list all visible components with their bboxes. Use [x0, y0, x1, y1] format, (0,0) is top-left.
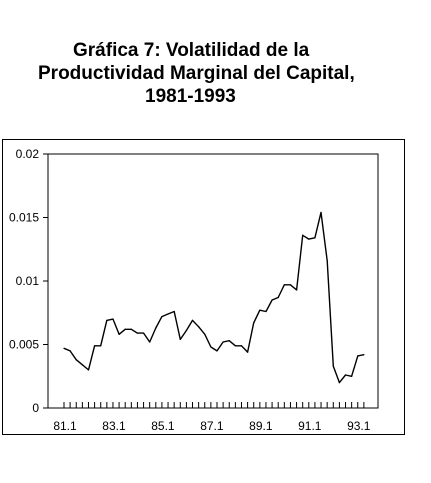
- x-tick-label: 87.1: [200, 419, 224, 433]
- data-point: [106, 319, 108, 321]
- x-tick-label: 81.1: [53, 419, 77, 433]
- data-point: [167, 313, 169, 315]
- data-point: [295, 289, 298, 291]
- y-tick-label: 0.015: [9, 211, 39, 225]
- x-tick-label: 85.1: [151, 419, 175, 433]
- data-point: [100, 345, 102, 347]
- y-tick-label: 0.01: [16, 274, 40, 288]
- x-tick-label: 91.1: [298, 419, 322, 433]
- data-point: [253, 322, 255, 324]
- data-point: [308, 238, 310, 240]
- x-axis: 81.1 83.1 85.1 87.1 89.1 91.1 93.1: [53, 402, 371, 433]
- data-point: [332, 365, 334, 367]
- data-point: [357, 355, 359, 357]
- data-point: [130, 328, 132, 330]
- data-point: [302, 234, 304, 236]
- data-point: [136, 332, 139, 334]
- data-point: [173, 310, 175, 313]
- data-point: [259, 309, 261, 311]
- data-point: [149, 341, 151, 343]
- data-point: [204, 333, 206, 335]
- data-point: [277, 296, 279, 299]
- data-point: [63, 347, 65, 349]
- data-point: [228, 340, 230, 342]
- data-point: [112, 318, 114, 320]
- chart-title-line-3: 1981-1993: [145, 86, 236, 107]
- data-point: [155, 327, 157, 329]
- data-point: [94, 345, 96, 347]
- data-point: [75, 359, 77, 361]
- chart-frame: [2, 139, 405, 435]
- y-tick-label: 0: [32, 401, 39, 415]
- x-tick-label: 93.1: [347, 419, 371, 433]
- data-point: [363, 354, 365, 356]
- y-axis: 0 0.005 0.01 0.015 0.02: [9, 147, 48, 415]
- data-point: [222, 341, 224, 343]
- x-tick-label: 83.1: [102, 419, 126, 433]
- data-point: [191, 319, 194, 321]
- data-point: [142, 332, 145, 334]
- data-point: [271, 299, 273, 301]
- data-point: [326, 260, 328, 262]
- data-point: [240, 345, 243, 347]
- data-point: [69, 350, 71, 352]
- data-point: [185, 329, 187, 332]
- data-point: [283, 284, 285, 286]
- data-point: [338, 382, 340, 384]
- x-tick-label: 89.1: [249, 419, 273, 433]
- chart-title-line-2: Productividad Marginal del Capital,: [38, 63, 355, 84]
- y-tick-label: 0.005: [9, 338, 39, 352]
- data-point: [179, 338, 181, 341]
- data-point: [216, 350, 218, 352]
- data-point: [351, 375, 353, 377]
- data-point: [289, 284, 292, 286]
- data-point: [234, 345, 236, 347]
- plot-border: [47, 153, 379, 409]
- data-point: [161, 315, 163, 318]
- data-point: [265, 310, 267, 313]
- data-point: [247, 351, 249, 353]
- data-point: [314, 237, 316, 239]
- chart-title-line-1: Gráfica 7: Volatilidad de la: [73, 40, 310, 61]
- series-line: [63, 211, 365, 384]
- data-point: [344, 374, 347, 376]
- data-point: [124, 328, 126, 330]
- data-point: [198, 326, 200, 328]
- data-point: [118, 333, 120, 335]
- y-tick-label: 0.02: [16, 147, 40, 161]
- plot-area: [47, 153, 379, 409]
- data-point: [320, 211, 322, 214]
- data-point: [81, 364, 83, 366]
- data-point: [87, 369, 90, 371]
- data-point: [210, 346, 212, 348]
